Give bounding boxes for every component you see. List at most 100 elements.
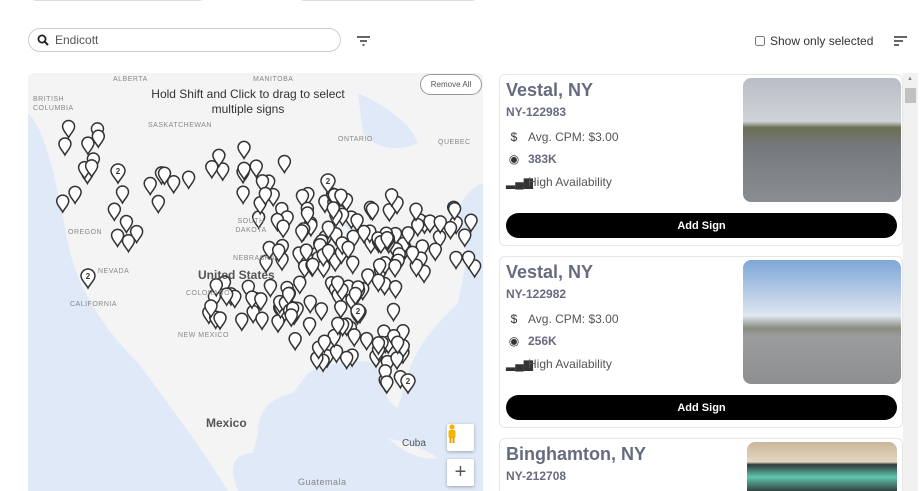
zoom-in-button[interactable]: + <box>447 459 474 486</box>
sign-marker[interactable] <box>321 220 336 240</box>
remove-all-button[interactable]: Remove All <box>420 74 482 95</box>
sign-marker[interactable] <box>213 311 227 331</box>
sign-marker[interactable] <box>345 255 360 275</box>
sign-marker[interactable] <box>271 243 286 263</box>
cluster-marker[interactable] <box>110 163 126 185</box>
sign-marker[interactable] <box>357 224 371 245</box>
sign-marker[interactable] <box>205 159 219 180</box>
sort-icon[interactable] <box>894 36 907 46</box>
sign-marker[interactable] <box>300 206 315 226</box>
sign-photo-intersection[interactable] <box>743 260 901 384</box>
cluster-marker[interactable] <box>350 303 366 325</box>
sign-marker[interactable] <box>433 215 448 235</box>
sign-marker[interactable] <box>157 166 172 186</box>
sign-marker[interactable] <box>384 188 399 208</box>
sign-marker[interactable] <box>110 228 125 249</box>
add-sign-button[interactable]: Add Sign <box>506 395 897 420</box>
sign-marker[interactable] <box>215 162 230 182</box>
sign-marker[interactable] <box>84 159 99 179</box>
filter-icon[interactable] <box>357 36 370 46</box>
search-input[interactable] <box>55 33 315 47</box>
sign-marker[interactable] <box>423 214 437 234</box>
sign-marker[interactable] <box>212 148 226 169</box>
sign-marker[interactable] <box>295 224 309 244</box>
sign-marker[interactable] <box>119 214 134 235</box>
sign-marker[interactable] <box>58 137 72 157</box>
sign-marker[interactable] <box>295 188 310 209</box>
sign-marker[interactable] <box>255 174 270 194</box>
sign-marker[interactable] <box>237 161 251 182</box>
search-field[interactable] <box>28 28 341 52</box>
sign-marker[interactable] <box>314 302 329 322</box>
sign-marker[interactable] <box>235 312 249 332</box>
top-tab-1[interactable] <box>30 0 205 1</box>
scrollbar-thumb[interactable] <box>905 88 916 103</box>
sign-marker[interactable] <box>443 220 458 241</box>
sign-marker[interactable] <box>447 201 462 222</box>
sign-marker[interactable] <box>464 213 478 233</box>
sign-marker[interactable] <box>219 287 234 307</box>
add-sign-button[interactable]: Add Sign <box>506 213 897 238</box>
sign-marker[interactable] <box>409 258 424 278</box>
sign-marker[interactable] <box>292 275 307 295</box>
sign-marker[interactable] <box>204 299 218 319</box>
sign-marker[interactable] <box>237 140 251 161</box>
sign-marker[interactable] <box>263 278 278 299</box>
sign-marker[interactable] <box>302 317 317 337</box>
sign-marker[interactable] <box>107 202 122 222</box>
sign-marker[interactable] <box>428 242 443 262</box>
cluster-marker[interactable] <box>320 173 336 195</box>
sign-marker[interactable] <box>457 228 472 248</box>
sign-marker[interactable] <box>129 224 144 245</box>
sign-marker[interactable] <box>386 302 401 323</box>
sign-marker[interactable] <box>209 277 224 298</box>
sign-marker[interactable] <box>409 202 423 222</box>
sign-marker[interactable] <box>277 154 292 175</box>
sign-marker[interactable] <box>372 258 387 278</box>
sign-marker[interactable] <box>55 194 70 214</box>
sign-marker[interactable] <box>401 226 415 246</box>
sign-marker[interactable] <box>276 219 290 239</box>
sign-marker[interactable] <box>380 375 394 395</box>
sign-marker[interactable] <box>339 350 354 371</box>
sign-marker[interactable] <box>166 174 181 195</box>
show-only-selected-checkbox[interactable] <box>755 36 765 46</box>
sign-marker[interactable] <box>68 185 82 205</box>
sign-marker[interactable] <box>365 202 380 222</box>
sign-marker[interactable] <box>305 257 320 278</box>
sign-marker[interactable] <box>388 280 403 300</box>
sign-marker[interactable] <box>288 331 302 352</box>
show-only-selected[interactable]: Show only selected <box>755 34 873 48</box>
sign-marker[interactable] <box>284 308 299 328</box>
sign-marker[interactable] <box>321 243 336 264</box>
map[interactable]: 2 2 2 2 2 Hold Shift and Click to drag to se… <box>28 73 483 491</box>
sign-marker[interactable] <box>350 213 364 233</box>
sign-marker[interactable] <box>181 170 196 190</box>
sign-marker[interactable] <box>382 203 397 223</box>
cluster-marker[interactable] <box>400 373 416 395</box>
sign-marker[interactable] <box>371 273 386 293</box>
sign-marker[interactable] <box>254 292 268 312</box>
sign-marker[interactable] <box>334 299 348 320</box>
sign-marker[interactable] <box>317 334 332 354</box>
sign-marker[interactable] <box>299 243 314 263</box>
sign-marker[interactable] <box>121 233 136 254</box>
sign-marker[interactable] <box>236 185 250 205</box>
sign-marker[interactable] <box>61 119 76 140</box>
sign-marker[interactable] <box>249 159 263 179</box>
sign-marker[interactable] <box>258 186 273 207</box>
street-view-pegman[interactable] <box>447 424 474 451</box>
sign-marker[interactable] <box>380 231 394 251</box>
sign-marker[interactable] <box>151 194 166 215</box>
sign-marker[interactable] <box>143 176 157 197</box>
sign-marker[interactable] <box>303 294 317 315</box>
sign-marker[interactable] <box>326 201 341 221</box>
sign-marker[interactable] <box>461 250 476 270</box>
sign-marker[interactable] <box>348 286 363 307</box>
sign-marker[interactable] <box>371 336 386 356</box>
list-scrollbar[interactable]: ▲ <box>903 73 918 491</box>
sign-marker[interactable] <box>334 188 348 208</box>
sign-marker[interactable] <box>115 185 130 205</box>
cluster-marker[interactable] <box>80 268 96 290</box>
sign-marker[interactable] <box>388 258 402 279</box>
